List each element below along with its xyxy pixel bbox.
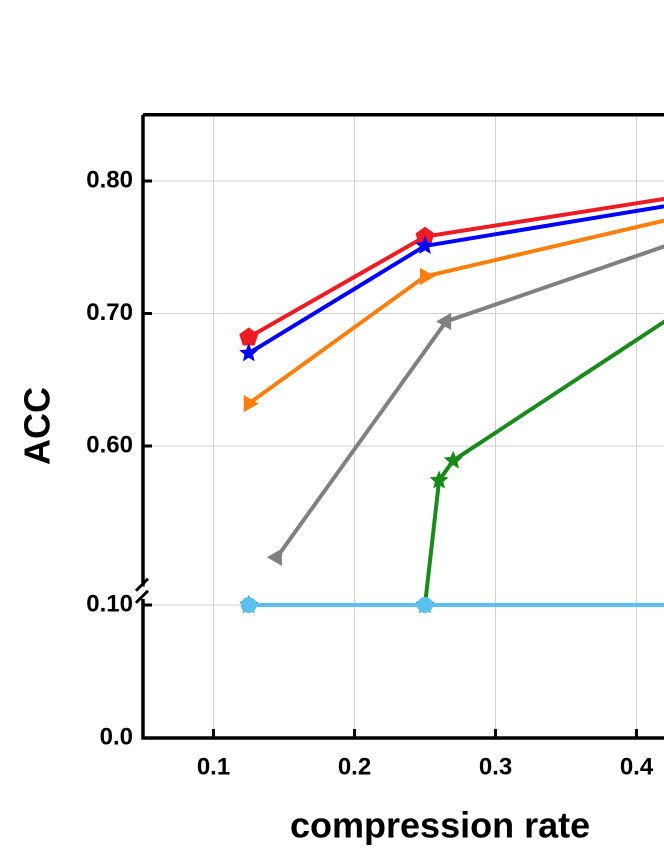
y-tick-label: 0.0 (100, 723, 133, 750)
data-point (436, 312, 452, 331)
data-point (239, 327, 259, 346)
data-point (239, 343, 259, 362)
y-tick-label: 0.80 (86, 166, 133, 193)
axis-break (134, 577, 150, 604)
data-point (266, 548, 282, 566)
data-point (240, 597, 257, 613)
x-tick-label: 0.4 (620, 753, 654, 780)
axis-frame (141, 113, 664, 740)
x-tick-label: 0.3 (479, 753, 512, 780)
data-point (415, 235, 435, 255)
y-axis-label: ACC (17, 387, 58, 465)
x-tick-label: 0.1 (197, 753, 230, 780)
data-point (420, 267, 435, 286)
series-line (275, 244, 664, 559)
data-point (415, 226, 435, 245)
y-tick-label: 0.70 (86, 299, 133, 326)
y-tick-label: 0.60 (86, 431, 133, 458)
data-point (443, 450, 463, 469)
x-axis-label: compression rate (290, 805, 590, 846)
y-tick-label: 0.10 (86, 590, 133, 617)
series-line (247, 218, 664, 406)
x-tick-label: 0.2 (338, 753, 371, 780)
data-point (429, 470, 449, 489)
data-point (243, 394, 259, 413)
data-point (417, 597, 433, 613)
